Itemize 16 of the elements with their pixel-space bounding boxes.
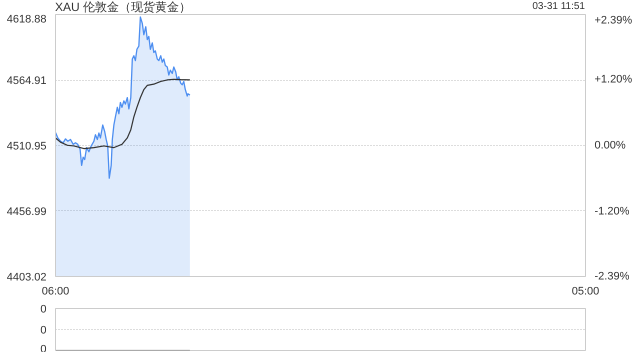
y2-tick-label: +2.39% [594, 14, 632, 26]
y-tick-label: 4618.88 [6, 14, 47, 26]
y-tick-label: 4564.91 [6, 75, 47, 88]
x-tick-label: 05:00 [572, 286, 600, 298]
y-tick-label: 4456.99 [6, 206, 47, 218]
y2-tick-label: 0.00% [594, 140, 626, 152]
y-tick-label: 4403.02 [6, 272, 47, 284]
text: 03-31 11:51 [532, 0, 585, 14]
x-tick-label: 06:00 [42, 286, 70, 298]
y2-tick-label: -1.20% [594, 205, 630, 218]
y-tick-label: 0 [40, 304, 47, 316]
chart-title: XAU 伦敦金（现货黄金） [55, 0, 192, 14]
y2-tick-label: +1.20% [594, 74, 632, 86]
y-tick-label: 4510.95 [6, 140, 47, 152]
y-tick-label: 0 [40, 324, 47, 336]
y2-tick-label: -2.39% [594, 270, 630, 282]
